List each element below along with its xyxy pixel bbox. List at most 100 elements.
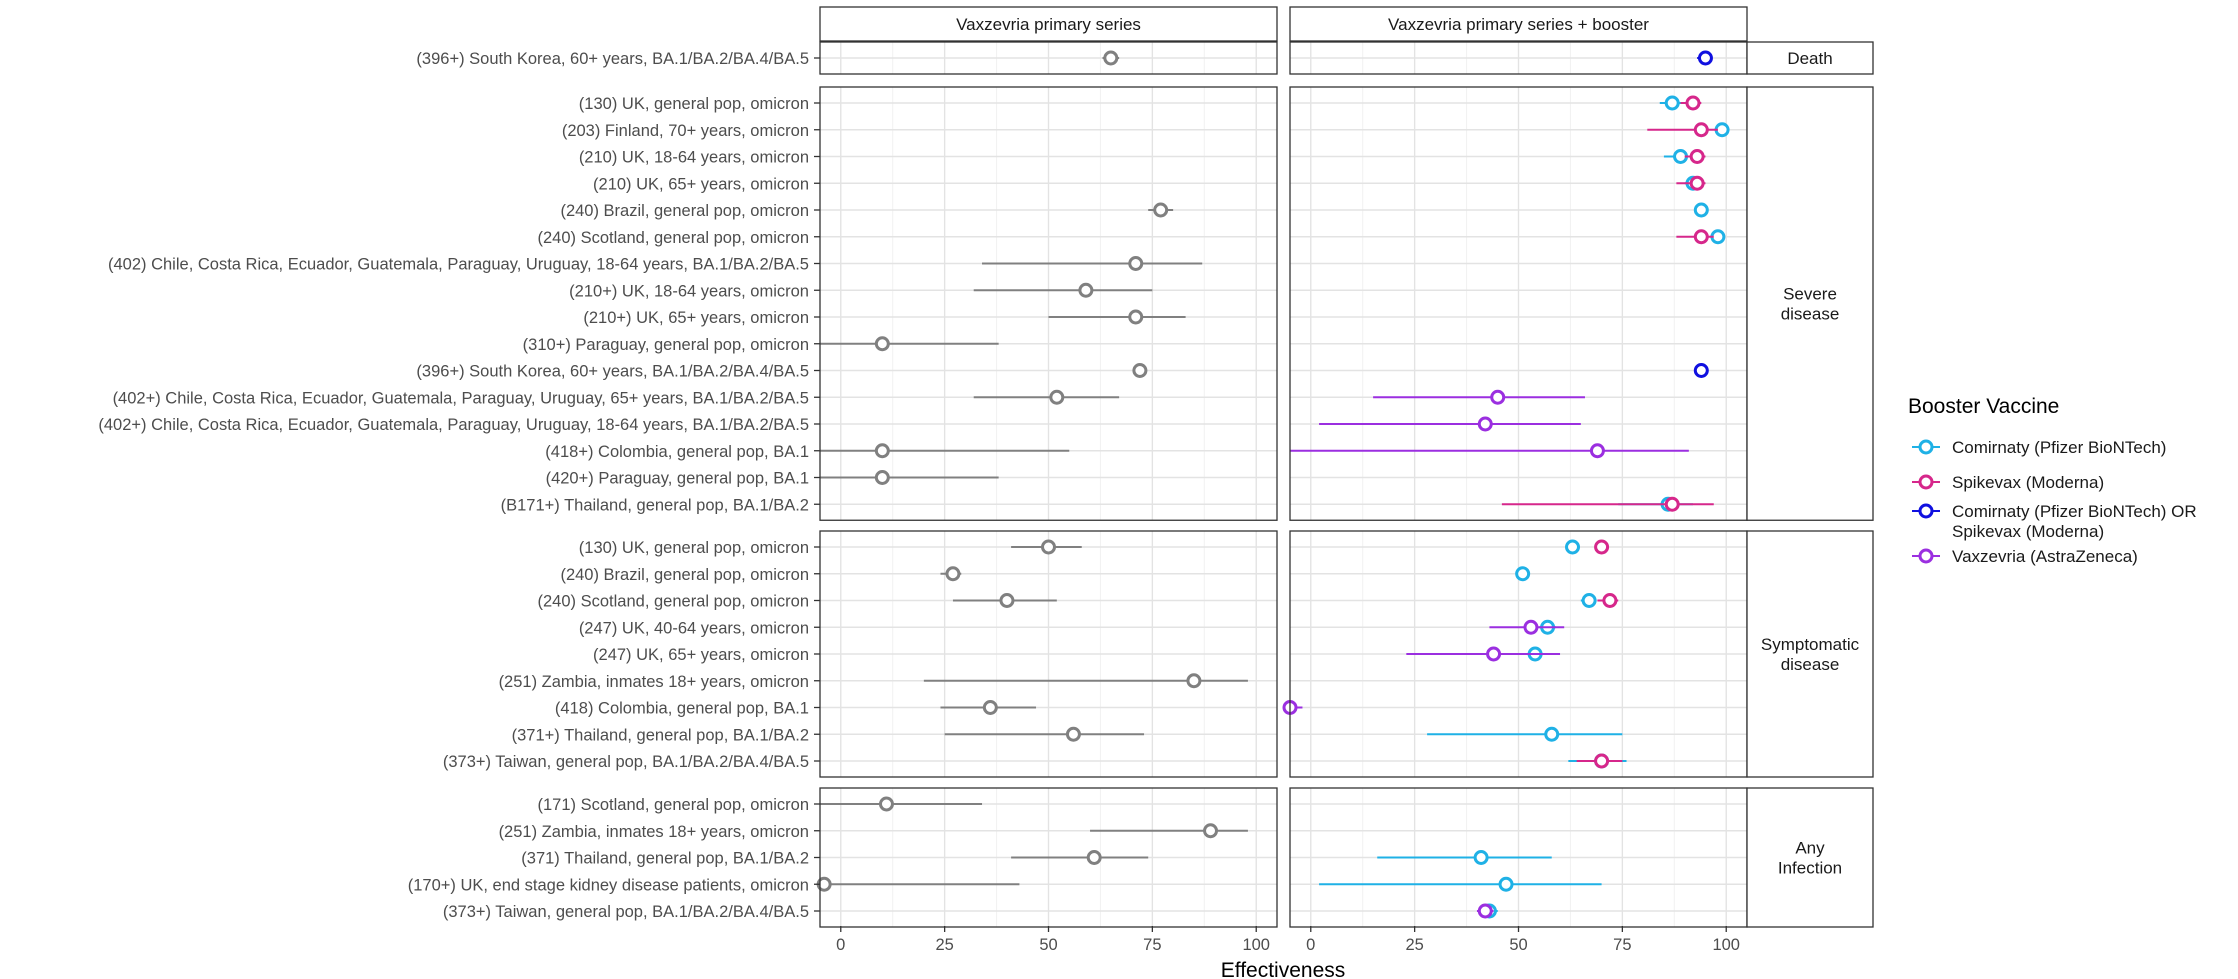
row-label: (240) Brazil, general pop, omicron bbox=[560, 202, 809, 220]
row-label: (396+) South Korea, 60+ years, BA.1/BA.2… bbox=[416, 50, 809, 68]
booster-point bbox=[1565, 539, 1581, 555]
row-label: (B171+) Thailand, general pop, BA.1/BA.2 bbox=[501, 496, 809, 514]
row-label: (240) Scotland, general pop, omicron bbox=[538, 229, 810, 247]
row-label: (240) Brazil, general pop, omicron bbox=[560, 566, 809, 584]
group-strip bbox=[1746, 787, 1874, 928]
legend-key-point bbox=[1918, 503, 1934, 519]
booster-point bbox=[1490, 389, 1506, 405]
booster-point bbox=[1477, 903, 1493, 919]
row-label: (170+) UK, end stage kidney disease pati… bbox=[408, 876, 809, 894]
row-label: (247) UK, 65+ years, omicron bbox=[593, 646, 809, 664]
primary-point bbox=[1203, 823, 1219, 839]
booster-point bbox=[1473, 850, 1489, 865]
legend-item-label: Vaxzevria (AstraZeneca) bbox=[1952, 547, 2138, 566]
booster-point bbox=[1594, 539, 1610, 555]
column-strip-1 bbox=[819, 6, 1278, 42]
legend-item-line: Comirnaty (Pfizer BioNTech) OR bbox=[1952, 502, 2197, 521]
x-tick-label: 100 bbox=[1712, 936, 1740, 954]
primary-point bbox=[874, 336, 890, 352]
row-label: (373+) Taiwan, general pop, BA.1/BA.2/BA… bbox=[443, 903, 809, 921]
legend-key-point bbox=[1918, 548, 1934, 564]
row-label: (373+) Taiwan, general pop, BA.1/BA.2/BA… bbox=[443, 753, 809, 771]
group-strip bbox=[1746, 86, 1874, 521]
row-label: (247) UK, 40-64 years, omicron bbox=[579, 619, 809, 637]
x-tick-label: 25 bbox=[935, 936, 953, 954]
legend-item-line: Comirnaty (Pfizer BioNTech) bbox=[1952, 438, 2166, 457]
row-label: (210+) UK, 65+ years, omicron bbox=[583, 309, 809, 327]
panel-border bbox=[819, 86, 1278, 521]
legend-item-line: Spikevax (Moderna) bbox=[1952, 473, 2104, 492]
x-tick-label: 75 bbox=[1613, 936, 1631, 954]
group-strip-label: Death bbox=[1787, 49, 1832, 68]
group-strip-line: Infection bbox=[1778, 859, 1842, 878]
primary-point bbox=[1132, 363, 1148, 378]
row-label: (402+) Chile, Costa Rica, Ecuador, Guate… bbox=[113, 389, 809, 407]
row-label: (251) Zambia, inmates 18+ years, omicron bbox=[499, 673, 809, 691]
row-labels: (396+) South Korea, 60+ years, BA.1/BA.2… bbox=[98, 50, 820, 921]
booster-point bbox=[1697, 50, 1713, 66]
group-strip-line: Any bbox=[1795, 839, 1825, 858]
legend-key-point bbox=[1918, 439, 1934, 455]
column-strip-2 bbox=[1289, 6, 1748, 42]
legend-key-point bbox=[1918, 474, 1934, 490]
x-tick-label: 25 bbox=[1405, 936, 1423, 954]
booster-point bbox=[1544, 726, 1560, 742]
primary-point bbox=[982, 700, 998, 715]
primary-point bbox=[999, 593, 1015, 608]
primary-point bbox=[1128, 309, 1144, 325]
x-tick-label: 100 bbox=[1242, 936, 1270, 954]
primary-point bbox=[1128, 256, 1144, 271]
group-strip-line: disease bbox=[1781, 305, 1840, 324]
row-label: (171) Scotland, general pop, omicron bbox=[538, 796, 810, 814]
legend-item-label: Comirnaty (Pfizer BioNTech) bbox=[1952, 438, 2166, 457]
primary-point bbox=[1041, 539, 1056, 555]
booster-point bbox=[1581, 593, 1597, 608]
row-label: (396+) South Korea, 60+ years, BA.1/BA.2… bbox=[416, 363, 809, 381]
legend-item-label: Comirnaty (Pfizer BioNTech) OR Spikevax (… bbox=[1952, 502, 2197, 541]
booster-point bbox=[1523, 619, 1539, 635]
booster-point bbox=[1693, 202, 1709, 218]
group-strip-label: Symptomatic disease bbox=[1761, 635, 1860, 674]
group-strip-line: Severe bbox=[1783, 285, 1837, 304]
x-tick-label: 50 bbox=[1509, 936, 1527, 954]
group-strip-label: Severe disease bbox=[1781, 285, 1840, 324]
group-strip bbox=[1746, 530, 1874, 778]
booster-point bbox=[1486, 646, 1502, 662]
row-label: (418+) Colombia, general pop, BA.1 bbox=[545, 443, 809, 461]
group-strip bbox=[1746, 41, 1874, 75]
primary-point bbox=[1153, 202, 1169, 218]
legend: Booster Vaccine Comirnaty (Pfizer BioNTec… bbox=[1908, 395, 2197, 566]
primary-point bbox=[1186, 673, 1202, 689]
booster-point bbox=[1689, 175, 1705, 191]
row-label: (240) Scotland, general pop, omicron bbox=[538, 593, 810, 611]
booster-point bbox=[1498, 876, 1514, 892]
row-label: (210) UK, 65+ years, omicron bbox=[593, 175, 809, 193]
legend-item-line: Spikevax (Moderna) bbox=[1952, 522, 2104, 541]
primary-point bbox=[878, 796, 894, 812]
x-tick-label: 50 bbox=[1039, 936, 1057, 954]
row-label: (420+) Paraguay, general pop, BA.1 bbox=[546, 470, 809, 488]
booster-point bbox=[1589, 443, 1605, 459]
booster-point bbox=[1602, 593, 1618, 608]
group-strip-line: Death bbox=[1787, 49, 1832, 68]
primary-point bbox=[945, 566, 961, 582]
primary-point bbox=[1103, 50, 1119, 66]
primary-point bbox=[874, 443, 890, 459]
booster-point bbox=[1693, 229, 1709, 245]
primary-point bbox=[1049, 389, 1065, 405]
booster-point bbox=[1477, 416, 1493, 432]
x-tick-label: 0 bbox=[836, 936, 845, 954]
group-strip-line: disease bbox=[1781, 655, 1840, 674]
row-label: (402+) Chile, Costa Rica, Ecuador, Guate… bbox=[98, 416, 809, 434]
primary-point bbox=[1065, 726, 1081, 742]
booster-point bbox=[1693, 363, 1709, 378]
panels bbox=[816, 41, 1748, 928]
facet-strips: Vaxzevria primary series Vaxzevria primar… bbox=[819, 6, 1874, 928]
booster-point bbox=[1515, 566, 1531, 582]
primary-point bbox=[1086, 850, 1102, 865]
row-label: (203) Finland, 70+ years, omicron bbox=[562, 122, 809, 140]
x-axis: 0 25 50 75 100 0 25 50 75 100 bbox=[836, 926, 1740, 954]
row-label: (418) Colombia, general pop, BA.1 bbox=[555, 700, 809, 718]
column-strip-label-1: Vaxzevria primary series bbox=[956, 15, 1141, 34]
